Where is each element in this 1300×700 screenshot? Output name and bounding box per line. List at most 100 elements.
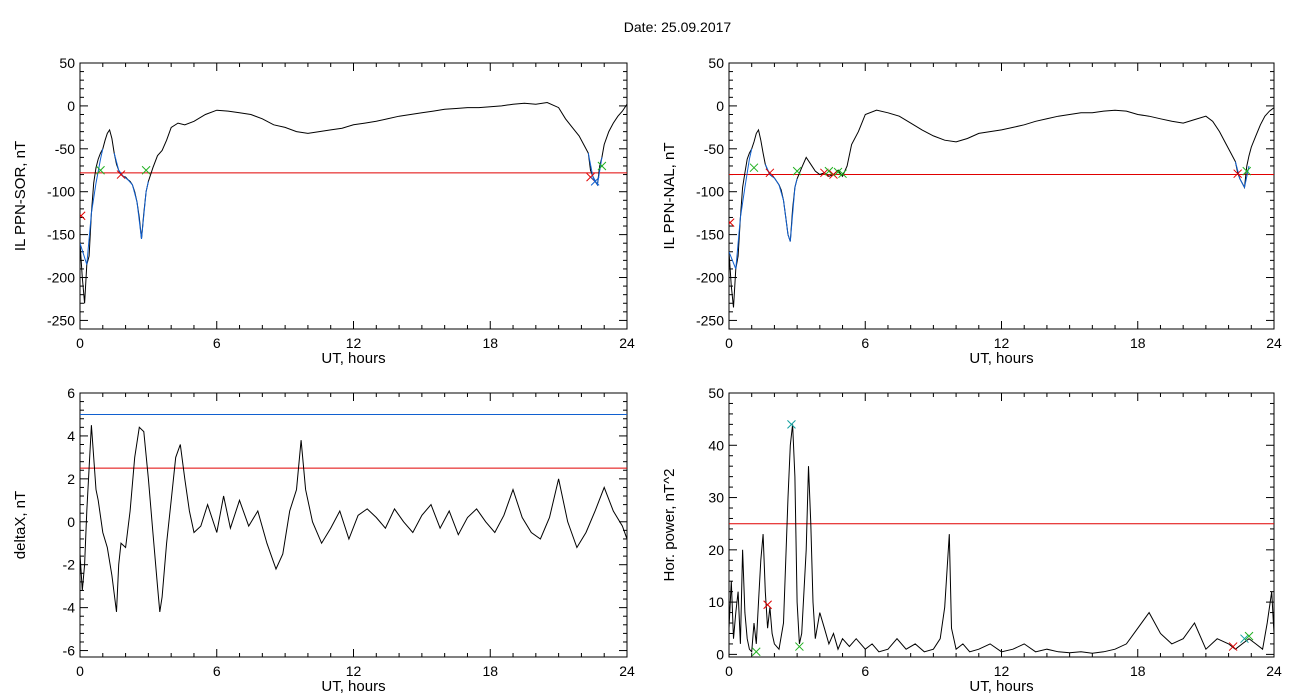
series-line-2 — [80, 148, 104, 265]
x-marker — [765, 168, 775, 178]
y-tick-label: 10 — [708, 594, 724, 610]
y-tick-label: 0 — [716, 646, 724, 662]
x-tick-label: 6 — [861, 663, 869, 679]
y-tick-label: -100 — [47, 184, 75, 200]
x-tick-label: 18 — [482, 663, 498, 679]
x-marker — [751, 647, 761, 657]
x-marker-stroke — [749, 163, 759, 173]
x-marker — [96, 165, 105, 175]
x-tick-label: 6 — [213, 663, 221, 679]
x-tick-label: 6 — [213, 335, 221, 351]
y-tick-label: -200 — [47, 270, 75, 286]
x-tick-label: 18 — [1130, 335, 1146, 351]
series-line-1 — [729, 424, 1274, 654]
x-marker-stroke — [1233, 169, 1243, 179]
plot-area — [729, 420, 1274, 657]
plot-panel-2: 0 6 12 18 24 -250 -200 -150 -100 -50 0 50 UT, hours I… — [661, 55, 1282, 367]
x-marker-stroke — [838, 169, 847, 179]
y-tick-label: 50 — [59, 55, 75, 71]
y-tick-label: -50 — [704, 141, 724, 157]
y-tick-label: -250 — [696, 312, 724, 328]
series-line-4 — [587, 153, 603, 187]
x-marker — [833, 167, 843, 177]
x-marker-stroke — [80, 211, 86, 218]
y-tick-label: 50 — [708, 55, 724, 71]
x-marker-stroke — [729, 218, 735, 225]
x-marker — [729, 218, 735, 227]
x-marker-stroke — [833, 167, 843, 177]
x-marker-stroke — [1242, 166, 1252, 176]
series-line-3 — [764, 164, 798, 242]
x-marker-stroke — [96, 165, 105, 175]
y-axis-label: IL PPN-SOR, nT — [12, 141, 29, 251]
x-tick-label: 12 — [346, 335, 362, 351]
x-marker — [820, 168, 829, 178]
x-marker-stroke — [1240, 634, 1249, 644]
y-axis-label: deltaX, nT — [12, 491, 29, 559]
series-line-1 — [729, 107, 1274, 308]
y-tick-label: 2 — [67, 471, 75, 487]
x-marker — [1233, 169, 1243, 179]
x-marker — [787, 420, 796, 429]
x-tick-label: 24 — [1266, 335, 1282, 351]
y-tick-label: 0 — [67, 98, 75, 114]
x-marker-stroke — [1244, 631, 1254, 641]
y-tick-label: 20 — [708, 542, 724, 558]
y-tick-label: -150 — [696, 227, 724, 243]
x-marker-stroke — [751, 647, 761, 657]
x-marker — [763, 600, 772, 610]
x-tick-label: 18 — [482, 335, 498, 351]
y-tick-label: 4 — [67, 428, 75, 444]
plot-area — [729, 107, 1274, 308]
x-marker-stroke — [820, 168, 829, 178]
x-marker — [1244, 631, 1254, 641]
page-title: Date: 25.09.2017 — [623, 19, 732, 35]
x-marker-stroke — [590, 177, 600, 186]
y-tick-label: -250 — [47, 312, 75, 328]
x-tick-label: 6 — [861, 335, 869, 351]
x-marker-stroke — [586, 172, 595, 182]
series-line-4 — [1234, 161, 1250, 189]
x-tick-label: 0 — [76, 335, 84, 351]
x-axis-label: UT, hours — [321, 678, 385, 695]
y-tick-label: -4 — [63, 600, 76, 616]
x-marker — [116, 170, 126, 179]
x-tick-label: 24 — [619, 663, 635, 679]
x-tick-label: 24 — [1266, 663, 1282, 679]
x-tick-label: 24 — [619, 335, 635, 351]
x-marker-stroke — [829, 170, 838, 179]
series-line-1 — [80, 101, 627, 304]
y-tick-label: -6 — [63, 643, 76, 659]
x-marker-stroke — [765, 168, 775, 178]
x-axis-label: UT, hours — [321, 350, 385, 367]
x-marker-stroke — [795, 642, 804, 651]
plot-area — [80, 413, 627, 612]
x-marker — [829, 170, 838, 179]
x-marker-stroke — [792, 166, 802, 176]
x-tick-label: 12 — [994, 335, 1010, 351]
x-axis-label: UT, hours — [969, 678, 1033, 695]
x-marker — [795, 642, 804, 651]
y-tick-label: -2 — [63, 557, 76, 573]
x-marker — [1228, 642, 1238, 651]
y-tick-label: -150 — [47, 227, 75, 243]
x-marker — [1242, 166, 1252, 176]
x-axis-label: UT, hours — [969, 350, 1033, 367]
x-marker — [597, 161, 607, 171]
x-marker — [141, 165, 151, 175]
y-axis-label: Hor. power, nT^2 — [661, 469, 678, 582]
y-tick-label: 50 — [708, 385, 724, 401]
y-tick-label: 0 — [716, 98, 724, 114]
x-tick-label: 0 — [725, 335, 733, 351]
x-tick-label: 12 — [346, 663, 362, 679]
plot-frame — [79, 392, 628, 658]
y-tick-label: -200 — [696, 270, 724, 286]
y-tick-label: -50 — [55, 141, 75, 157]
plot-panel-4: 0 6 12 18 24 0 10 20 30 40 50 UT, hours Hor. power, … — [661, 385, 1282, 695]
x-marker — [1240, 634, 1249, 644]
series-line-1 — [80, 425, 627, 612]
x-marker — [792, 166, 802, 176]
x-tick-label: 0 — [725, 663, 733, 679]
x-marker — [80, 211, 86, 221]
